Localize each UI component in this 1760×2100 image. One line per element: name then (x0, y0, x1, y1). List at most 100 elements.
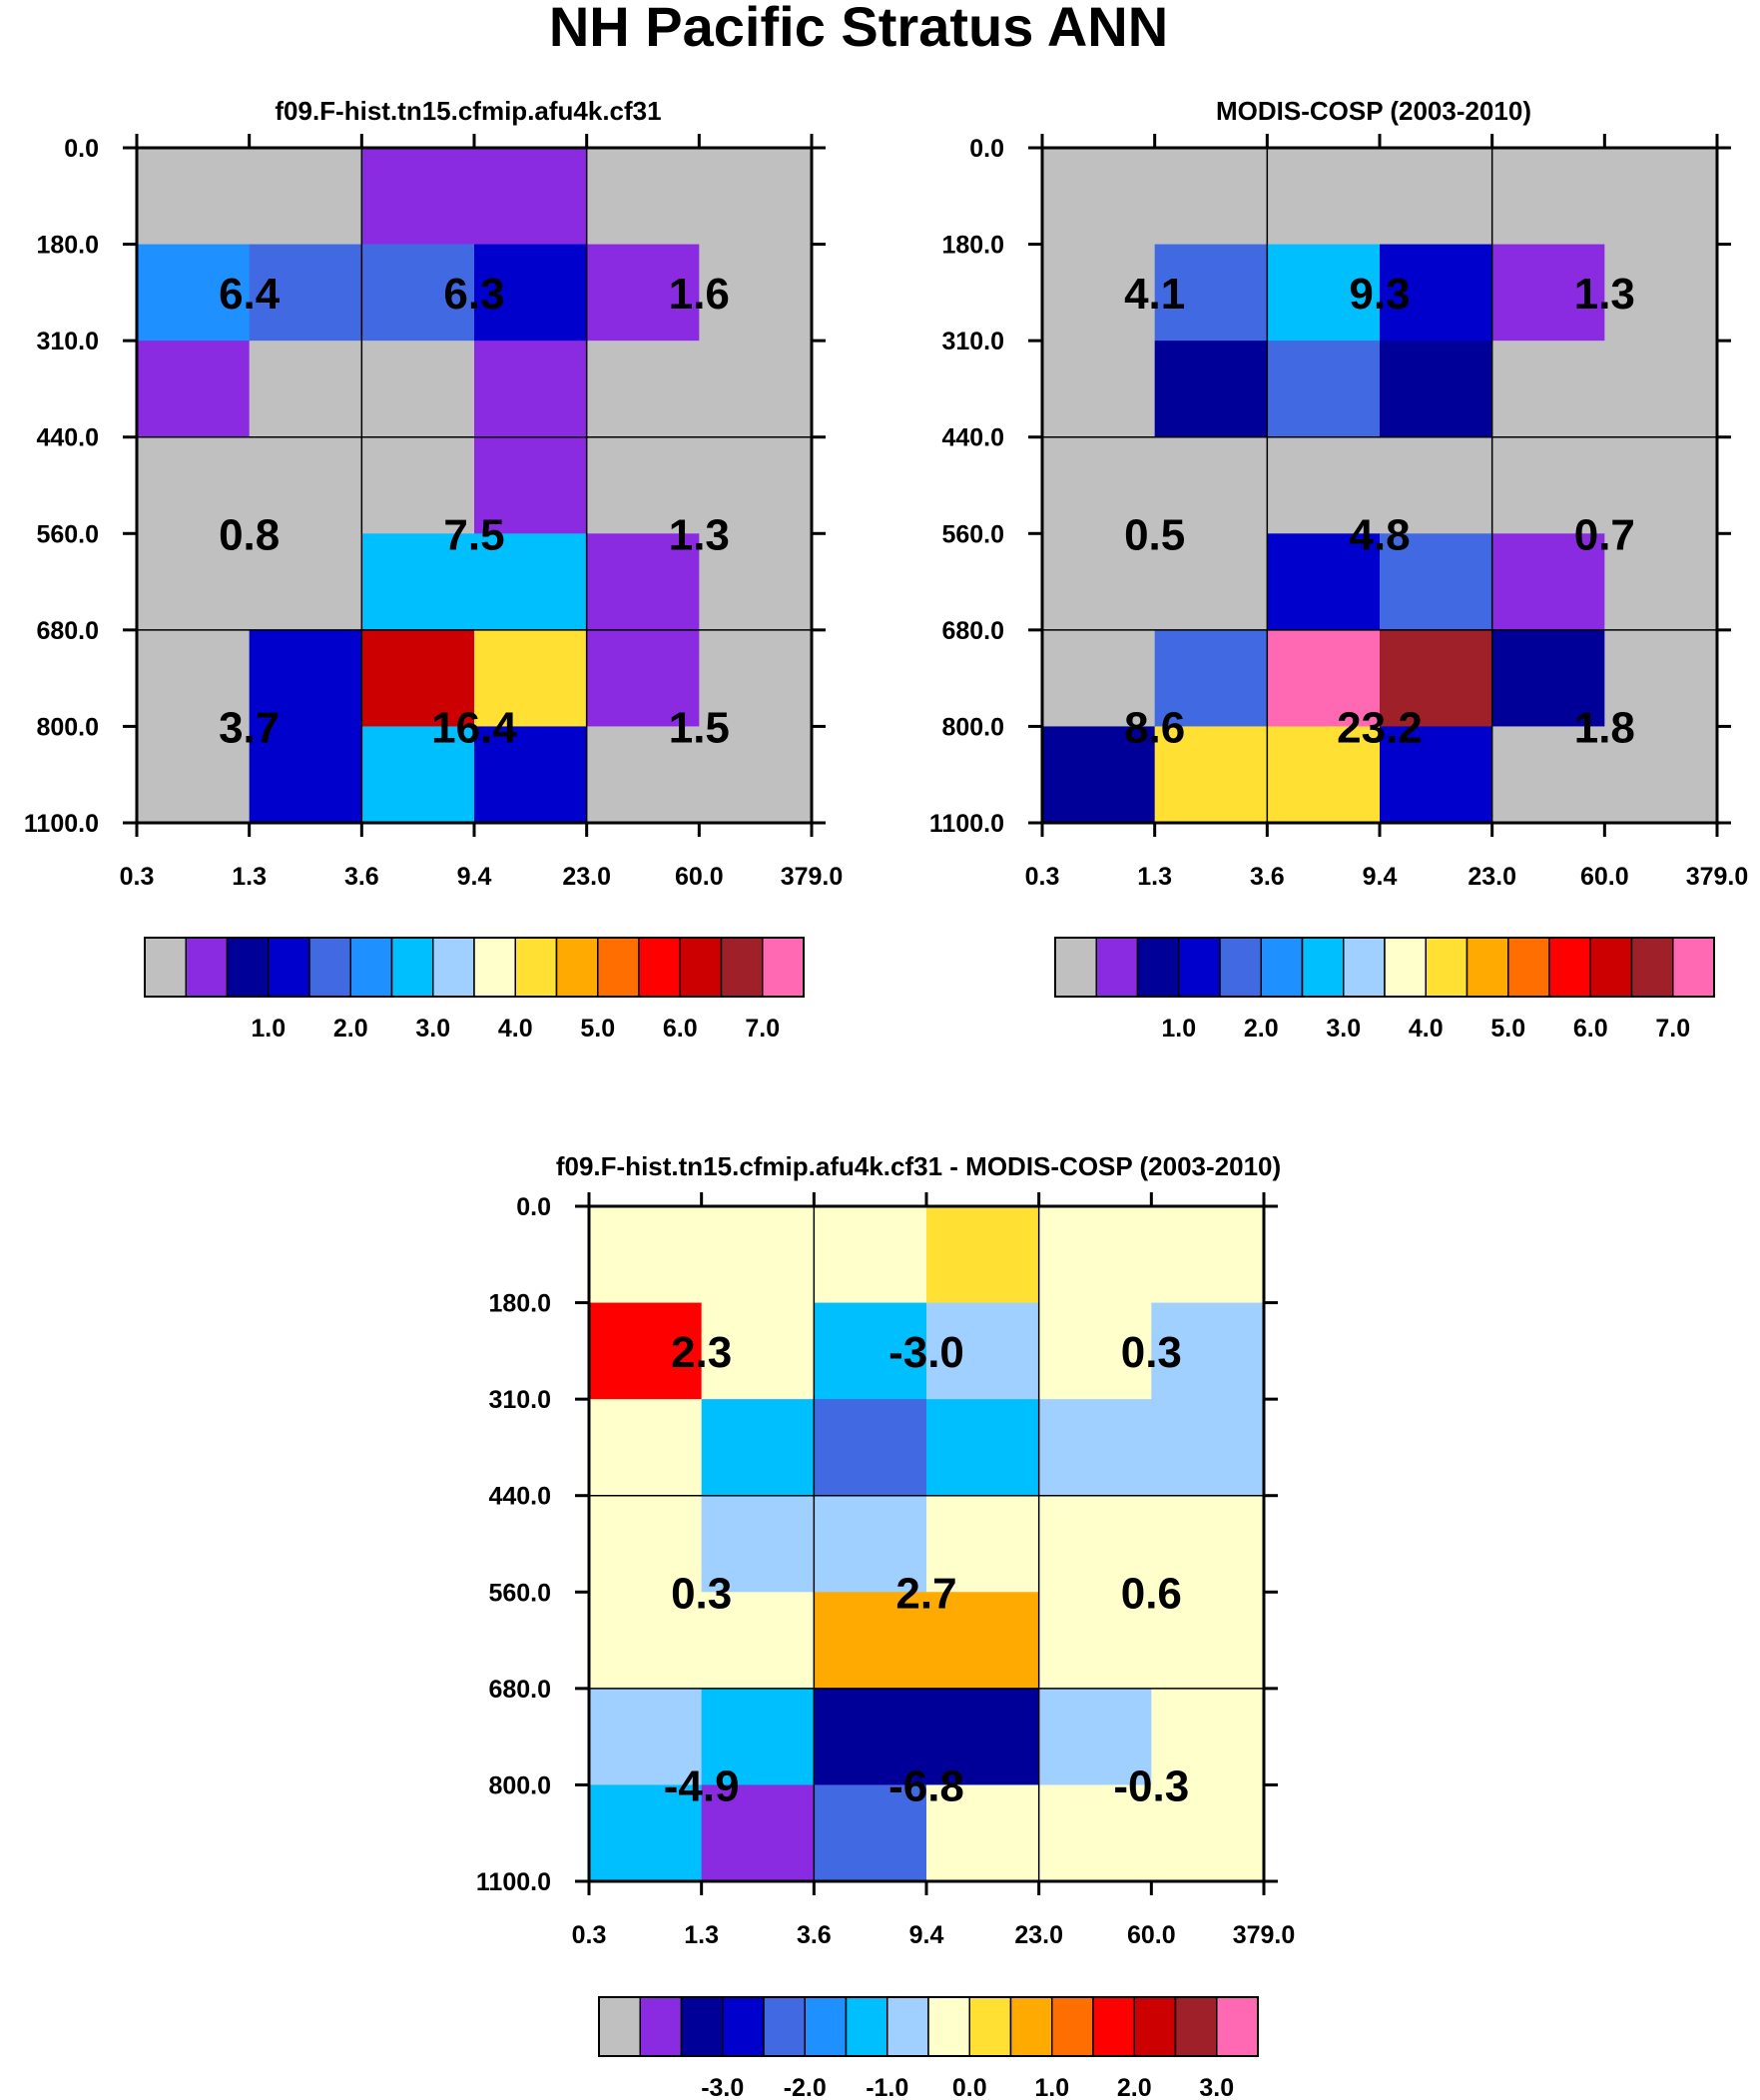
block-value-label: 0.5 (1124, 510, 1185, 559)
heatmap-cell (1380, 533, 1493, 631)
colorbar-swatch (845, 1996, 888, 2057)
heatmap-cell (1604, 341, 1718, 438)
y-tick-label: 0.0 (969, 135, 1004, 163)
colorbar: -3.0 -2.0 -1.0 0.0 1.0 2.0 3.0 (598, 1996, 1259, 2100)
block-value-label: 6.4 (219, 270, 281, 319)
heatmap-cell (586, 533, 700, 631)
heatmap-cell (474, 341, 588, 438)
colorbar-swatch (720, 937, 764, 998)
colorbar-swatch (432, 937, 475, 998)
heatmap-cell (1267, 726, 1381, 824)
y-tick-label: 440.0 (488, 1483, 551, 1511)
block-value-label: 8.6 (1124, 703, 1185, 752)
block-value-label: 0.8 (219, 510, 280, 559)
heatmap-cell (1154, 533, 1268, 631)
heatmap-cell (699, 148, 813, 246)
heatmap-cell (589, 1302, 703, 1400)
heatmap-cell (1038, 1399, 1152, 1497)
heatmap-cell (137, 629, 251, 728)
x-tick-label: 9.4 (909, 1921, 944, 1949)
y-tick-label: 1100.0 (476, 1868, 551, 1896)
colorbar-swatch (968, 1996, 1012, 2057)
heatmap-cell (926, 1495, 1040, 1593)
heatmap-cell (1038, 1302, 1152, 1400)
axes: 0.0 180.0 310.0 440.0 560.0 680.0 800.0 1100.0 0… (476, 1192, 1295, 1949)
model-panel: f09.F-hist.tn15.cfmip.afu4k.cf31 0.0 180.… (24, 96, 843, 1043)
heatmap-cell (814, 1302, 927, 1400)
colorbar-swatch (597, 937, 640, 998)
colorbar-swatch (185, 937, 229, 998)
heatmap-cell (814, 1688, 927, 1786)
colorbar-swatch (680, 1996, 724, 2057)
block-value-label: 1.6 (669, 270, 730, 319)
y-tick-label: 1100.0 (929, 810, 1004, 838)
colorbar-label: 4.0 (1409, 1015, 1444, 1043)
x-tick-label: 23.0 (1467, 863, 1516, 891)
difference-panel: f09.F-hist.tn15.cfmip.afu4k.cf31 - MODIS… (476, 1151, 1295, 2100)
heatmap-cell (926, 1206, 1040, 1304)
heatmap-cell (1267, 244, 1381, 342)
x-tick-label: 3.6 (344, 863, 379, 891)
y-tick-label: 1100.0 (24, 810, 99, 838)
heatmap-cell (1154, 629, 1268, 728)
colorbar-swatch (639, 1996, 683, 2057)
heatmap-cell (474, 148, 588, 246)
panel-title: f09.F-hist.tn15.cfmip.afu4k.cf31 - MODIS… (556, 1151, 1281, 1181)
axes: 0.0 180.0 310.0 440.0 560.0 680.0 800.0 1100.0 0… (929, 134, 1748, 891)
heatmap-cell (137, 436, 251, 534)
heatmap-cell (249, 629, 362, 728)
heatmap-cell (1491, 436, 1605, 534)
heatmap-cell (1151, 1592, 1265, 1690)
y-tick-label: 560.0 (488, 1579, 551, 1607)
colorbar-swatch (598, 1996, 641, 2057)
heatmap-cell (1267, 533, 1381, 631)
heatmap-cell (1491, 629, 1605, 728)
heatmap-cell (586, 341, 700, 438)
block-value-label: -4.9 (664, 1761, 740, 1810)
colorbar-label: 3.0 (1326, 1015, 1361, 1043)
heatmap-cell (361, 726, 475, 824)
x-tick-label: 9.4 (457, 863, 492, 891)
heatmap-cell (137, 341, 251, 438)
heatmap-cell (701, 1206, 815, 1304)
y-tick-label: 800.0 (36, 713, 99, 741)
colorbar-swatch (679, 937, 723, 998)
block-value-label: 4.8 (1349, 510, 1410, 559)
colorbar-swatch (1219, 937, 1262, 998)
block-value-label: 7.5 (443, 510, 504, 559)
x-tick-label: 3.6 (797, 1921, 832, 1949)
colorbar-swatch (1009, 1996, 1053, 2057)
x-tick-label: 23.0 (1014, 1921, 1063, 1949)
colorbar-swatch (1384, 937, 1427, 998)
heatmap-cell (699, 533, 813, 631)
colorbar-swatch (1466, 937, 1509, 998)
x-tick-label: 9.4 (1363, 863, 1398, 891)
heatmap-cell (586, 244, 700, 342)
heatmap-cell (814, 1399, 927, 1497)
heatmap-cell (814, 1784, 927, 1882)
colorbar-swatch (390, 937, 434, 998)
x-tick-label: 379.0 (1233, 1921, 1296, 1949)
heatmap-cell (474, 726, 588, 824)
heatmap-cell (926, 1592, 1040, 1690)
colorbar-label: 2.0 (333, 1015, 368, 1043)
heatmap-cell (1151, 1399, 1265, 1497)
heatmap-cell (361, 148, 475, 246)
x-tick-label: 1.3 (1137, 863, 1172, 891)
block-value-label: 0.3 (1121, 1328, 1182, 1377)
block-value-label: 6.3 (443, 270, 504, 319)
colorbar-swatch (1054, 937, 1097, 998)
heatmap-cell (1491, 148, 1605, 246)
heatmap-cell (701, 1302, 815, 1400)
heatmap-cell (1151, 1784, 1265, 1882)
heatmap-cell (814, 1495, 927, 1593)
block-value-label: 9.3 (1349, 270, 1410, 319)
x-tick-label: 0.3 (120, 863, 155, 891)
colorbar-label: 4.0 (498, 1015, 533, 1043)
x-tick-label: 60.0 (1127, 1921, 1176, 1949)
heatmap-cell (1380, 436, 1493, 534)
x-tick-label: 0.3 (1025, 863, 1060, 891)
colorbar-swatch (1548, 937, 1591, 998)
block-value-label: 16.4 (431, 703, 517, 752)
colorbar-label: 2.0 (1117, 2074, 1152, 2100)
